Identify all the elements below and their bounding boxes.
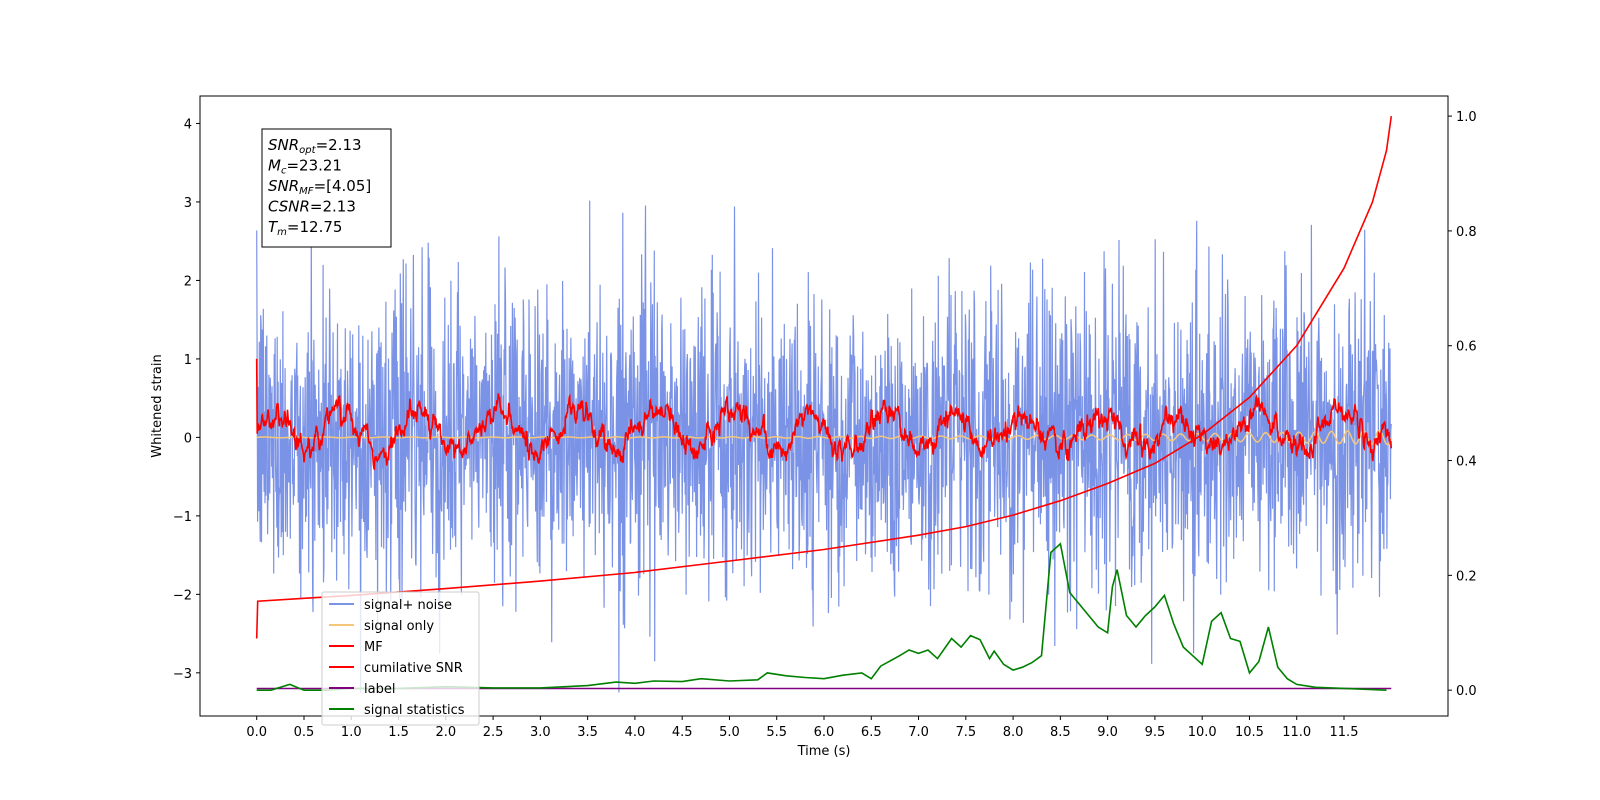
x-tick-label: 11.0 xyxy=(1282,725,1311,740)
legend-label: label xyxy=(364,682,395,697)
y-tick-label: −2 xyxy=(173,588,192,603)
x-tick-label: 10.0 xyxy=(1188,725,1217,740)
y-tick-label: 4 xyxy=(184,117,192,132)
y-tick-label: 0 xyxy=(184,431,192,446)
x-tick-label: 2.5 xyxy=(483,725,504,740)
x-tick-label: 3.5 xyxy=(577,725,598,740)
legend-label: MF xyxy=(364,640,383,655)
y-tick-label: 1 xyxy=(184,353,192,368)
y-tick-label: 2 xyxy=(184,274,192,289)
y2-tick-label: 0.6 xyxy=(1456,340,1477,355)
x-tick-label: 7.5 xyxy=(955,725,976,740)
y-tick-label: −3 xyxy=(173,667,192,682)
x-tick-label: 8.0 xyxy=(1003,725,1024,740)
y2-tick-label: 0.8 xyxy=(1456,225,1477,240)
x-tick-label: 11.5 xyxy=(1330,725,1359,740)
legend-label: signal only xyxy=(364,619,434,634)
x-tick-label: 7.0 xyxy=(908,725,929,740)
series-cumilative-snr-line xyxy=(255,115,1393,639)
legend-label: cumilative SNR xyxy=(364,661,463,676)
legend-label: signal+ noise xyxy=(364,598,452,613)
x-tick-label: 5.5 xyxy=(766,725,787,740)
x-tick-label: 2.0 xyxy=(435,725,456,740)
annotation-line: SNRopt=2.13 xyxy=(268,136,362,156)
x-tick-label: 9.5 xyxy=(1145,725,1166,740)
legend-label: signal statistics xyxy=(364,703,465,718)
x-tick-label: 9.0 xyxy=(1097,725,1118,740)
y2-tick-label: 0.4 xyxy=(1456,455,1477,470)
annotation-line: Tm=12.75 xyxy=(268,218,342,238)
x-tick-label: 6.0 xyxy=(814,725,835,740)
x-tick-label: 1.0 xyxy=(341,725,362,740)
x-tick-label: 0.0 xyxy=(246,725,267,740)
y-axis-title: Whitened strain xyxy=(150,354,165,457)
x-tick-label: 5.0 xyxy=(719,725,740,740)
annotation-line: Mc=23.21 xyxy=(268,157,342,177)
y2-tick-label: 0.0 xyxy=(1456,684,1477,699)
x-tick-label: 8.5 xyxy=(1050,725,1071,740)
y2-tick-label: 1.0 xyxy=(1456,110,1477,125)
x-tick-label: 1.5 xyxy=(388,725,409,740)
x-axis-ticks: 0.0 0.5 1.0 1.5 2.0 2.5 3.0 3.5 4.0 4.5 5.0 5.5 6.0 6… xyxy=(246,716,1358,740)
annotation-line: SNRMF=[4.05] xyxy=(268,177,371,197)
y2-tick-label: 0.2 xyxy=(1456,569,1477,584)
series-signal-statistics-line xyxy=(256,542,1387,692)
y2-axis-ticks: 1.0 0.8 0.6 0.4 0.2 0.0 xyxy=(1448,110,1477,699)
series-signal-only-line xyxy=(256,429,1393,446)
y-tick-label: −1 xyxy=(173,510,192,525)
annotation-line: CSNR=2.13 xyxy=(268,198,356,216)
y-tick-label: 3 xyxy=(184,196,192,211)
x-tick-label: 3.0 xyxy=(530,725,551,740)
x-tick-label: 10.5 xyxy=(1235,725,1264,740)
x-tick-label: 0.5 xyxy=(294,725,315,740)
legend: signal+ noise signal only MF cumilative SNR… xyxy=(321,591,480,726)
x-axis-title: Time (s) xyxy=(797,744,851,759)
y-axis-ticks: 4 3 2 1 0 −1 −2 −3 xyxy=(173,117,200,682)
x-tick-label: 4.5 xyxy=(672,725,693,740)
annotation-box: SNRopt=2.13Mc=23.21SNRMF=[4.05]CSNR=2.13… xyxy=(261,128,392,248)
x-tick-label: 4.0 xyxy=(625,725,646,740)
x-tick-label: 6.5 xyxy=(861,725,882,740)
